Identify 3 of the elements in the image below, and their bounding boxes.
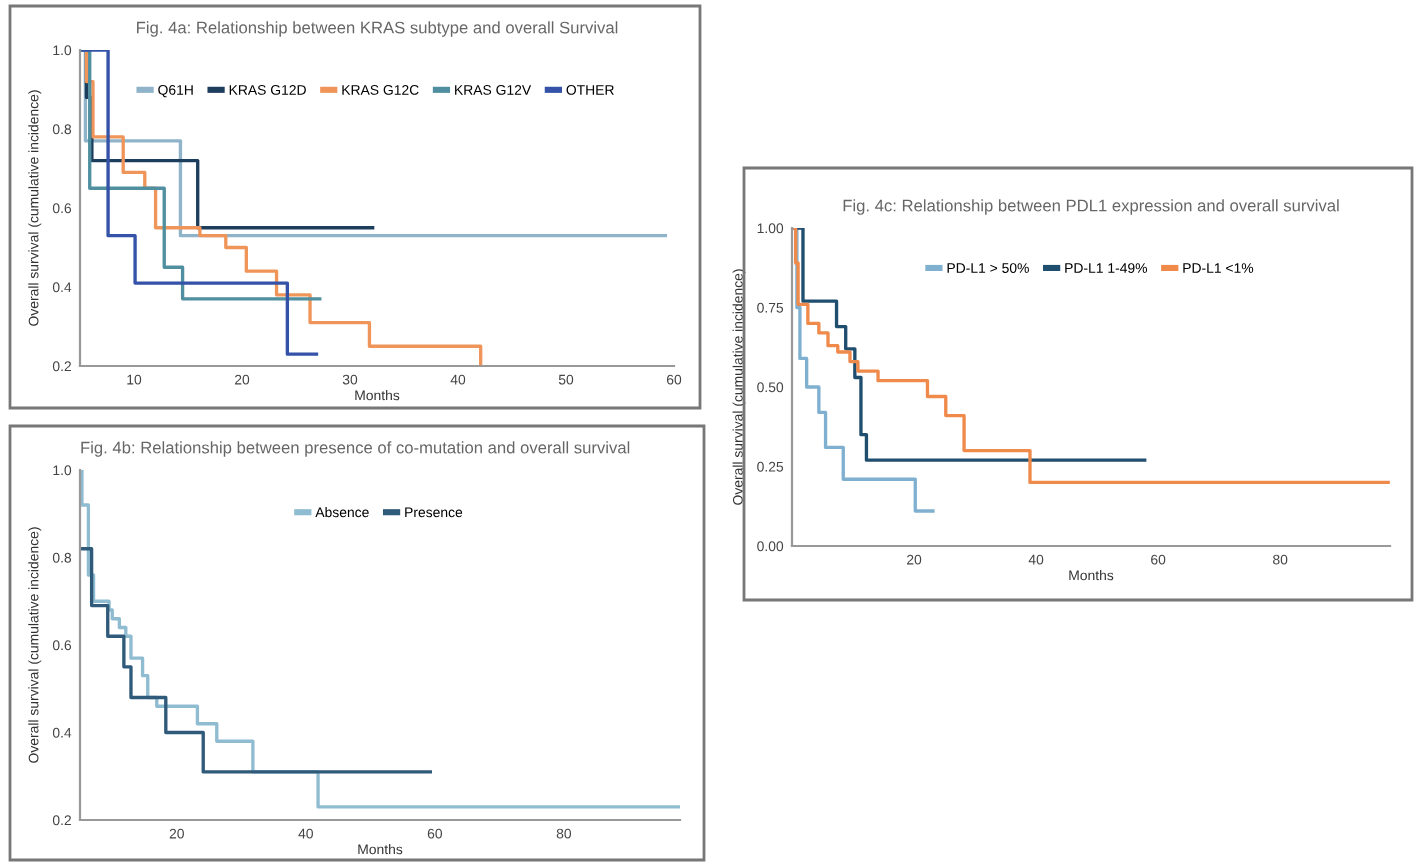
chart-title: Fig. 4b: Relationship between presence of co-mutation and overall survival (81, 441, 630, 457)
chart-title: Fig. 4a: Relationship between KRAS subtype and overall Survival (137, 21, 618, 37)
chart-title: Fig. 4c: Relationship between PDL1 expression and overall survival (843, 199, 1339, 215)
